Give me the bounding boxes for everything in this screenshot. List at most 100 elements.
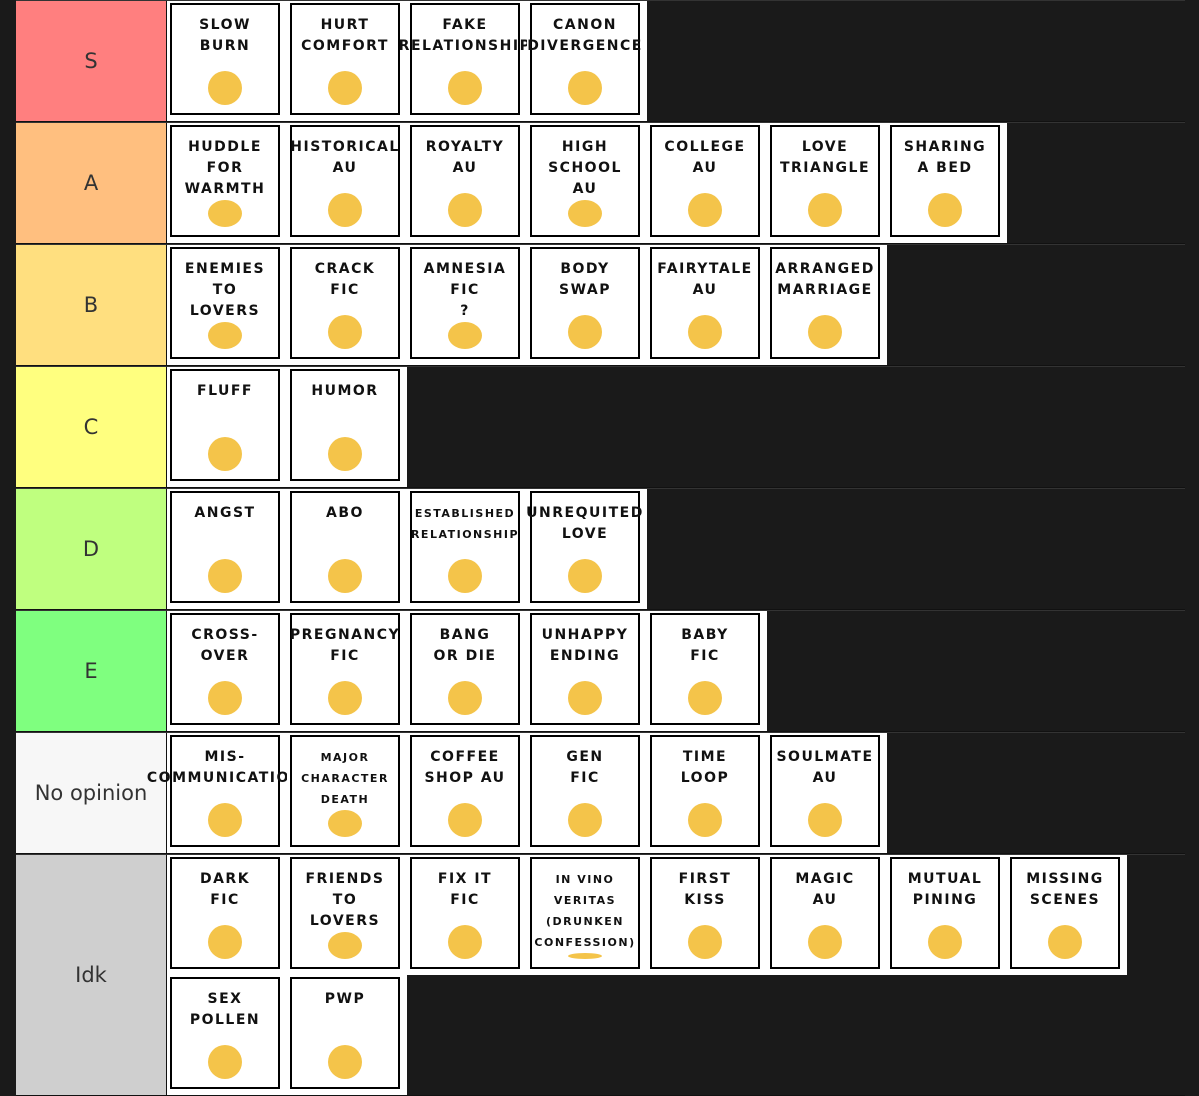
item-label: FIRST KISS [678,871,732,908]
tier-item[interactable]: BABY FIC [647,611,767,731]
item-label: COLLEGE AU [664,139,746,176]
item-icon [448,193,482,227]
tier-label: A [16,123,167,243]
tier-item[interactable]: GEN FIC [527,733,647,853]
tier-item[interactable]: FAKE RELATIONSHIP [399,1,530,121]
tier-label: Idk [16,855,167,1095]
tier-item[interactable]: MISSING SCENES [1007,855,1127,975]
tier-items: FLUFF HUMOR [167,367,1185,487]
item-icon [328,71,362,105]
tier-item[interactable]: FIX IT FIC [407,855,527,975]
tier-item[interactable]: AMNESIA FIC ? [407,245,527,365]
tier-item[interactable]: HISTORICAL AU [287,123,407,243]
item-icon [568,681,602,715]
item-icon [688,925,722,959]
tier-item[interactable]: SHARING A BED [887,123,1007,243]
item-card: HUMOR [290,369,400,481]
item-icon [328,315,362,349]
item-card: CROSS- OVER [170,613,280,725]
tier-item[interactable]: COLLEGE AU [647,123,767,243]
item-card: FLUFF [170,369,280,481]
item-card: BABY FIC [650,613,760,725]
tier-item[interactable]: UNHAPPY ENDING [527,611,647,731]
tier-item[interactable]: HURT COMFORT [287,1,407,121]
tier-item[interactable]: CROSS- OVER [167,611,287,731]
tier-item[interactable]: COFFEE SHOP AU [407,733,527,853]
tier-item[interactable]: ROYALTY AU [407,123,527,243]
tier-item[interactable]: ANGST [167,489,287,609]
tier-item[interactable]: MIS- COMMUNICATION [147,733,302,853]
tier-item[interactable]: IN VINO VERITAS (DRUNKEN CONFESSION) [527,855,647,975]
item-label: FAKE RELATIONSHIP [398,17,532,54]
tier-row: E CROSS- OVER PREGNANCY FIC BANG OR DIE UNHA… [16,610,1185,732]
tier-item[interactable]: MAJOR CHARACTER DEATH [287,733,407,853]
tier-item[interactable]: TIME LOOP [647,733,767,853]
tier-item[interactable]: FRIENDS TO LOVERS [287,855,407,975]
tier-item[interactable]: ESTABLISHED RELATIONSHIP [407,489,527,609]
item-icon [808,315,842,349]
tier-row: No opinion MIS- COMMUNICATION MAJOR CHARAC… [16,732,1185,854]
item-icon [208,322,242,349]
item-label: HIGH SCHOOL AU [548,139,622,197]
item-label: ROYALTY AU [425,139,505,176]
tier-item[interactable]: PREGNANCY FIC [287,611,407,731]
item-card: ENEMIES TO LOVERS [170,247,280,359]
item-label: FAIRYTALE AU [657,261,753,298]
item-label: HISTORICAL AU [290,139,400,176]
tier-item[interactable]: LOVE TRIANGLE [767,123,887,243]
item-icon [688,315,722,349]
item-label: IN VINO VERITAS (DRUNKEN CONFESSION) [534,873,636,949]
item-icon [1048,925,1082,959]
item-label: MUTUAL PINING [907,871,983,908]
tier-item[interactable]: HUMOR [287,367,407,487]
item-card: SLOW BURN [170,3,280,115]
item-card: ROYALTY AU [410,125,520,237]
item-label: SHARING A BED [903,139,987,176]
item-icon [448,925,482,959]
item-label: COFFEE SHOP AU [424,749,506,786]
tier-item[interactable]: CRACK FIC [287,245,407,365]
item-card: HURT COMFORT [290,3,400,115]
tier-item[interactable]: FIRST KISS [647,855,767,975]
item-card: ABO [290,491,400,603]
item-label: ESTABLISHED RELATIONSHIP [410,507,520,541]
tier-item[interactable]: PWP [287,975,407,1095]
item-icon [688,193,722,227]
tier-item[interactable]: MUTUAL PINING [887,855,1007,975]
item-icon [328,681,362,715]
tier-item[interactable]: BODY SWAP [527,245,647,365]
tier-item[interactable]: HIGH SCHOOL AU [527,123,647,243]
item-icon [328,193,362,227]
item-label: MAGIC AU [795,871,855,908]
tier-item[interactable]: CANON DIVERGENCE [527,1,647,121]
tier-item[interactable]: SEX POLLEN [167,975,287,1095]
item-card: FAIRYTALE AU [650,247,760,359]
item-label: HUDDLE FOR WARMTH [184,139,266,197]
item-card: PWP [290,977,400,1089]
item-label: DARK FIC [199,871,251,908]
item-icon [808,803,842,837]
tier-item[interactable]: ENEMIES TO LOVERS [167,245,287,365]
tier-item[interactable]: ARRANGED MARRIAGE [767,245,887,365]
tier-item[interactable]: FLUFF [167,367,287,487]
tier-items: HUDDLE FOR WARMTH HISTORICAL AU ROYALTY AU… [167,123,1185,243]
item-card: SEX POLLEN [170,977,280,1089]
item-card: SOULMATE AU [770,735,880,847]
tier-item[interactable]: HUDDLE FOR WARMTH [167,123,287,243]
item-label: SOULMATE AU [776,749,874,786]
tier-item[interactable]: SOULMATE AU [767,733,887,853]
tier-item[interactable]: UNREQUITED LOVE [526,489,647,609]
item-icon [568,71,602,105]
tier-row: C FLUFF HUMOR [16,366,1185,488]
tier-row: D ANGST ABO ESTABLISHED RELATIONSHIP UNREQUI… [16,488,1185,610]
tier-item[interactable]: FAIRYTALE AU [647,245,767,365]
tier-item[interactable]: BANG OR DIE [407,611,527,731]
tier-item[interactable]: ABO [287,489,407,609]
item-card: HIGH SCHOOL AU [530,125,640,237]
tier-item[interactable]: SLOW BURN [167,1,287,121]
tier-item[interactable]: DARK FIC [167,855,287,975]
item-label: BODY SWAP [559,261,611,298]
item-icon [808,925,842,959]
tier-item[interactable]: MAGIC AU [767,855,887,975]
